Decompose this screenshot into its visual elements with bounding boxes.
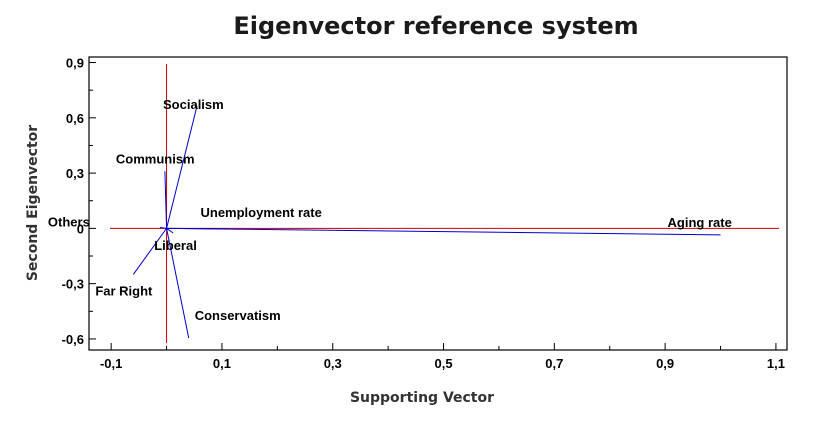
vector-label-communism: Communism [116,151,195,166]
x-axis-title: Supporting Vector [350,390,494,406]
vector-liberal [166,227,174,234]
x-tick-label: 0,5 [435,356,453,371]
y-axis-title: Second Eigenvector [25,125,41,281]
vector-label-unemployment-rate: Unemployment rate [200,205,321,220]
y-tick-label: -0,6 [62,332,84,347]
vector-aging-rate [166,227,721,236]
vector-label-liberal: Liberal [154,238,197,253]
vector-label-conservatism: Conservatism [195,308,281,323]
x-tick-label: 0,7 [545,356,563,371]
y-tick-label: 0,6 [66,111,84,126]
vector-labels: Socialism Communism Others Unemployment rat… [48,97,732,323]
vector-label-socialism: Socialism [163,97,224,112]
y-tick-label: 0 [77,221,84,236]
chart-title: Eigenvector reference system [233,12,638,40]
vector-others [159,226,167,229]
x-tick-label: 0,3 [324,356,342,371]
x-tick-label: 1,1 [767,356,785,371]
vector-socialism [166,105,198,229]
x-tick-label: -0,1 [100,356,122,371]
vector-far-right [132,228,167,275]
y-tick-label: 0,3 [66,166,84,181]
y-tick-label: -0,3 [62,277,84,292]
y-axis-ticks: -0,6 -0,3 0 0,3 0,6 0,9 [62,56,96,347]
vector-conservatism [166,228,190,339]
vector-lines [132,105,721,339]
y-tick-label: 0,9 [66,56,84,71]
x-axis-ticks: -0,1 0,1 0,3 0,5 0,7 0,9 1,1 [100,343,785,371]
plot-frame [88,56,788,351]
x-tick-label: 0,9 [656,356,674,371]
vector-label-far-right: Far Right [95,283,153,298]
x-tick-label: 0,1 [213,356,231,371]
vector-communism [164,171,168,229]
vector-label-aging-rate: Aging rate [668,215,732,230]
vector-label-others: Others [48,214,90,229]
